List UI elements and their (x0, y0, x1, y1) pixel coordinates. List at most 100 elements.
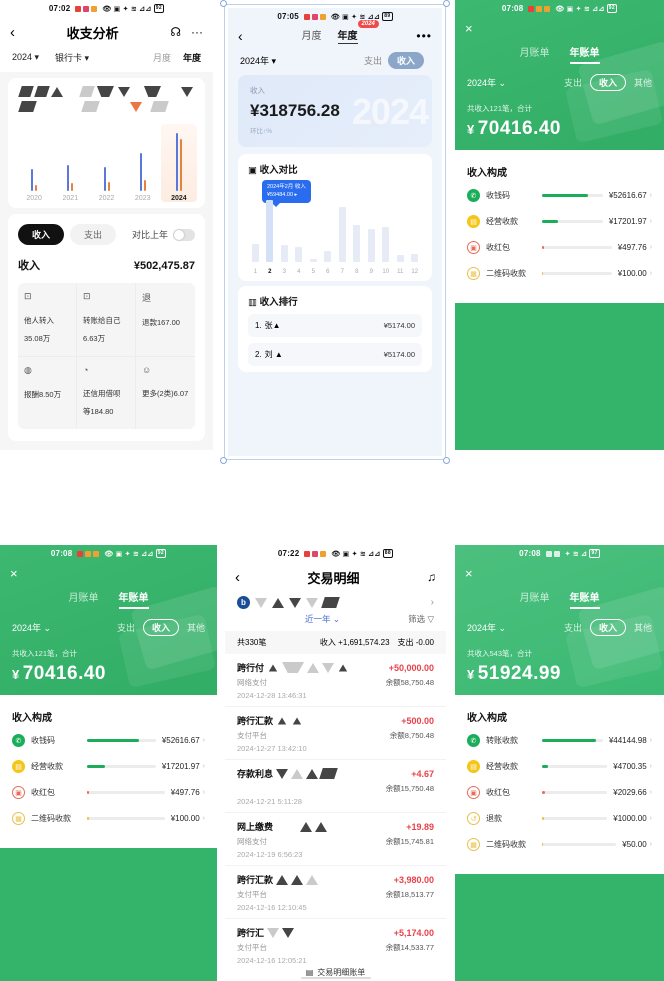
close-icon[interactable]: × (465, 21, 473, 36)
qrcode-icon: ▦ (12, 812, 25, 825)
transaction-row[interactable]: 网上缴费 +19.89 网络支付 余额15,745.81 2024-12-19 6:… (225, 813, 446, 866)
transaction-row[interactable]: 跨行付 +50,000.00 网络支付 余额58,750.48 2024-12-28… (225, 654, 446, 707)
category-cell[interactable]: ◍ 报酬8.50万 (18, 357, 77, 429)
rank-row[interactable]: 2. 刘 ▲ ¥5174.00 (248, 343, 422, 366)
composition-row[interactable]: ✆ 转账收款 ¥44144.98 › (467, 734, 652, 747)
more-icon[interactable]: ··· (191, 25, 203, 39)
bottom-tab-bar[interactable]: ▤ 交易明细账单 (225, 964, 446, 981)
bell-icon[interactable]: ♫ (427, 570, 436, 584)
resize-handle-br[interactable] (443, 457, 450, 464)
rank-title: ▥ 收入排行 (248, 297, 298, 308)
tab-monthly[interactable]: 月度 (152, 53, 171, 63)
filter-income[interactable]: 收入 (589, 74, 626, 91)
filter-other[interactable]: 其他 (633, 78, 652, 88)
battery-icon: 92 (153, 4, 165, 13)
year-chart-card: 2020 2021 2022 2023 2024 (8, 78, 205, 208)
category-cell[interactable]: ⊡ 他人转入35.08万 (18, 283, 77, 357)
back-button[interactable]: ‹ (235, 568, 240, 586)
tab-yearly[interactable]: 年度 2024 (337, 20, 379, 44)
year-selector[interactable]: 2024年 ▾ (240, 56, 277, 66)
year-selector[interactable]: 2024年 ⌄ (12, 623, 52, 633)
transaction-row[interactable]: 存款利息 +4.67 余额15,750.48 2024-12-21 5:11:28 (225, 760, 446, 813)
bar-column (408, 200, 423, 262)
headset-icon[interactable]: ☊ (170, 25, 181, 39)
amount-value: 70416.40 (477, 118, 561, 139)
resize-handle-tl[interactable] (220, 0, 227, 7)
tab-monthly-bill[interactable]: 月账单 (519, 48, 550, 59)
resize-handle-tr[interactable] (443, 0, 450, 7)
filter-income[interactable]: 收入 (142, 619, 179, 636)
year-label: 2020 (26, 195, 42, 202)
composition-row[interactable]: ▤ 经营收款 ¥17201.97 › (467, 215, 652, 228)
tab-yearly-bill[interactable]: 年账单 (569, 44, 600, 64)
composition-row[interactable]: ▤ 经营收款 ¥17201.97 › (12, 760, 205, 773)
back-button[interactable]: ‹ (10, 23, 15, 41)
bank-card-selector[interactable]: b › (225, 592, 446, 611)
composition-row[interactable]: ▣ 收红包 ¥2029.66 › (467, 786, 652, 799)
tab-yearly[interactable]: 年度 (182, 53, 201, 63)
composition-row[interactable]: ▣ 收红包 ¥497.76 › (12, 786, 205, 799)
year-label: 2022 (98, 195, 115, 202)
month-label: 3 (282, 269, 286, 275)
category-cell[interactable]: 退退款167.00 (136, 283, 195, 357)
composition-row[interactable]: ▤ 经营收款 ¥4700.35 › (467, 760, 652, 773)
resize-handle-bl[interactable] (220, 457, 227, 464)
toggle-income[interactable]: 收入 (18, 224, 65, 245)
composition-row[interactable]: ▦ 二维码收款 ¥100.00 › (467, 267, 652, 280)
year-selector[interactable]: 2024 ▾ (12, 52, 40, 62)
composition-row[interactable]: ▣ 收红包 ¥497.76 › (467, 241, 652, 254)
filter-expense[interactable]: 支出 (116, 623, 135, 633)
composition-row[interactable]: ▦ 二维码收款 ¥100.00 › (12, 812, 205, 825)
filter-income[interactable]: 收入 (589, 619, 626, 636)
transaction-row[interactable]: 跨行汇款 +500.00 支付平台 余额8,750.48 2024-12-27 13… (225, 707, 446, 760)
close-icon[interactable]: × (465, 566, 473, 581)
home-indicator (300, 977, 371, 979)
filter-button[interactable]: 筛选 ▽ (408, 614, 434, 624)
filter-expense[interactable]: 支出 (363, 56, 382, 66)
category-cell[interactable]: ⊡ 转账给自己6.63万 (77, 283, 136, 357)
filter-expense[interactable]: 支出 (563, 623, 582, 633)
year-column: 2020 (16, 124, 52, 202)
back-button[interactable]: ‹ (238, 27, 243, 44)
year-bar-chart[interactable]: 2020 2021 2022 2023 2024 (16, 124, 198, 202)
tab-yearly-bill[interactable]: 年账单 (118, 589, 149, 609)
composition-row[interactable]: ✆ 收钱码 ¥52616.67 › (467, 189, 652, 202)
monthly-bar-chart[interactable]: 2024年2月 收入 ¥59484.00 ▸ (248, 180, 422, 275)
rank-row[interactable]: 1. 张▲ ¥5174.00 (248, 314, 422, 337)
compare-switch[interactable] (173, 228, 195, 241)
transfer-icon: ⊡ (24, 291, 32, 301)
filter-income[interactable]: 收入 (387, 52, 424, 69)
blurred-legend-row-1 (16, 84, 197, 99)
eye-icon: 👁 (102, 5, 112, 13)
account-selector[interactable]: 银行卡 ▾ (55, 53, 90, 63)
filter-bar: 近一年 ⌄ 筛选 ▽ (225, 611, 446, 631)
year-selector[interactable]: 2024年 ⌄ (467, 623, 507, 633)
filter-other[interactable]: 其他 (186, 623, 205, 633)
more-icon[interactable]: ••• (416, 28, 432, 43)
category-cell[interactable]: ☺ 更多(2类)6.07 (142, 365, 189, 398)
hero-amount: ¥318756.28 (250, 101, 340, 120)
composition-row[interactable]: ↺ 退款 ¥1000.00 › (467, 812, 652, 825)
composition-row[interactable]: ▦ 二维码收款 ¥50.00 › (467, 838, 652, 851)
bluetooth-icon: ✦ (351, 13, 358, 21)
transaction-name: 网上缴费 (237, 822, 274, 832)
tab-yearly-bill[interactable]: 年账单 (569, 589, 600, 609)
bar-column (335, 200, 350, 262)
transaction-row[interactable]: 跨行汇款 +3,980.00 支付平台 余额18,513.77 2024-12-16… (225, 866, 446, 919)
bar-column (277, 200, 292, 262)
panel-yearly-bill-green-top-right: 07:08 👁 ▣ ✦ ≋ ⊿⊿ 92 × 月账单 年账单 2024年 ⌄ 支 (455, 0, 664, 450)
filter-other[interactable]: 其他 (633, 623, 652, 633)
status-notification-dots (528, 5, 551, 12)
toggle-expense[interactable]: 支出 (70, 224, 117, 245)
status-bar: 07:08 👁 ▣ ✦ ≋ ⊿⊿ 92 (455, 0, 664, 17)
tab-monthly-bill[interactable]: 月账单 (68, 593, 99, 604)
category-cell[interactable]: ◔ 还信用借呗 等184.80 (77, 357, 136, 429)
tab-monthly[interactable]: 月度 (301, 31, 322, 42)
transaction-balance: 余额8,750.48 (389, 731, 434, 740)
close-icon[interactable]: × (10, 566, 18, 581)
filter-expense[interactable]: 支出 (563, 78, 582, 88)
date-range-selector[interactable]: 近一年 ⌄ (305, 614, 341, 624)
tab-monthly-bill[interactable]: 月账单 (519, 593, 550, 604)
year-selector[interactable]: 2024年 ⌄ (467, 78, 507, 88)
composition-row[interactable]: ✆ 收钱码 ¥52616.67 › (12, 734, 205, 747)
